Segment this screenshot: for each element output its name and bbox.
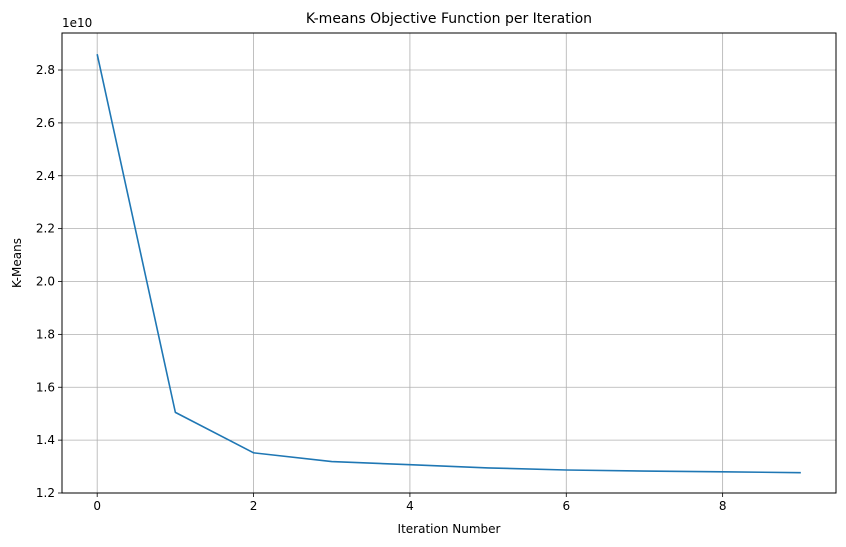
y-tick-label: 2.2 [36, 222, 55, 236]
axis-ticks: 0 2 4 6 8 1.2 1.4 1.6 1.8 2.0 2.2 2.4 2.6 2.8 [36, 63, 727, 513]
plot-frame [61, 32, 837, 494]
x-tick-label: 6 [562, 499, 570, 513]
y-axis-offset-label: 1e10 [62, 16, 92, 30]
y-tick-label: 2.8 [36, 63, 55, 77]
x-tick-label: 8 [719, 499, 727, 513]
y-tick-label: 1.6 [36, 380, 55, 394]
chart-title: K-means Objective Function per Iteration [306, 11, 592, 27]
line-series [96, 53, 801, 474]
y-tick-label: 1.8 [36, 327, 55, 341]
y-tick-label: 1.2 [36, 486, 55, 500]
y-tick-label: 2.4 [36, 169, 55, 183]
y-tick-label: 2.0 [36, 275, 55, 289]
series-line [96, 53, 801, 474]
x-tick-label: 2 [250, 499, 258, 513]
y-tick-label: 1.4 [36, 433, 55, 447]
y-tick-label: 2.6 [36, 116, 55, 130]
x-tick-label: 0 [93, 499, 101, 513]
x-tick-label: 4 [406, 499, 414, 513]
grid [62, 33, 836, 494]
x-axis-label: Iteration Number [398, 522, 501, 536]
y-axis-label: K-Means [10, 238, 24, 288]
